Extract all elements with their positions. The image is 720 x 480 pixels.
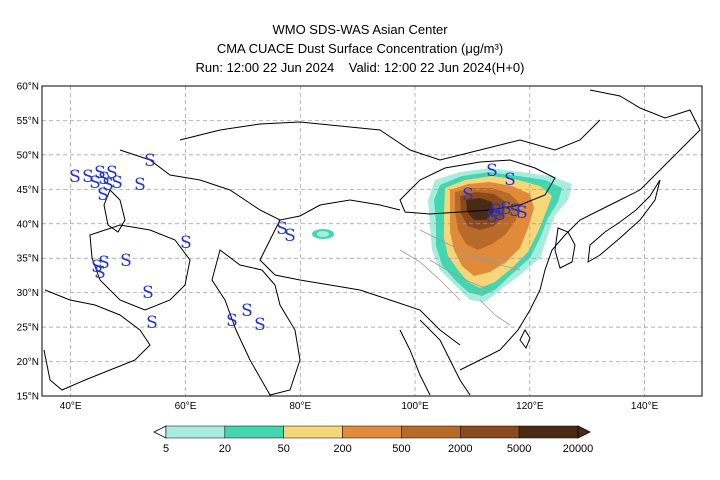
colorbar-level-label: 5 [163, 443, 169, 455]
dust-storm-symbol: S [82, 167, 94, 187]
dust-storm-symbol: S [276, 219, 288, 239]
border-iran [89, 224, 191, 311]
lon-tick-label: 100°E [401, 401, 429, 412]
dust-storm-symbol: S [94, 163, 106, 183]
map-subtitle: CMA CUACE Dust Surface Concentration (μg… [216, 41, 504, 56]
colorbar-level-label: 50 [278, 443, 290, 455]
dust-storm-symbol: S [102, 175, 114, 195]
valid-time: Valid: 12:00 22 Jun 2024(H+0) [348, 60, 525, 75]
border-china-interior [399, 229, 521, 326]
colorbar-arrow-right [577, 425, 591, 439]
coastline-taiwan [519, 328, 531, 350]
border-russia-south [179, 119, 601, 161]
colorbar-segment [518, 425, 579, 439]
colorbar-level-label: 5000 [507, 443, 531, 455]
dust-contour-5000 [466, 198, 494, 220]
colorbar-level-label: 2000 [448, 443, 472, 455]
coastline-east-asia [459, 89, 701, 371]
lat-tick-label: 40°N [17, 219, 39, 230]
dust-storm-symbol: S [144, 151, 156, 171]
colorbar-level-label: 200 [333, 443, 351, 455]
lat-tick-label: 45°N [17, 185, 39, 196]
dust-storm-symbol: S [284, 226, 296, 246]
colorbar-arrow-left [153, 425, 167, 439]
lat-tick-label: 60°N [17, 82, 39, 93]
lat-tick-label: 15°N [17, 392, 39, 403]
dust-storm-symbol: S [91, 257, 103, 277]
dust-storm-symbol: S [94, 263, 106, 283]
lon-tick-label: 40°E [60, 401, 82, 412]
map-title: WMO SDS-WAS Asian Center [272, 22, 448, 37]
colorbar-segment [224, 425, 284, 439]
lat-tick-label: 55°N [17, 116, 39, 127]
coastline-korea [554, 227, 576, 269]
colorbar-segment [342, 425, 402, 439]
latitude-labels: 15°N 20°N 25°N 30°N 35°N 40°N 45°N 50°N 55°N 60°N [17, 82, 39, 403]
dust-storm-symbol: S [180, 233, 192, 253]
dust-storm-symbol: S [69, 167, 81, 187]
dust-storm-symbol: S [111, 173, 123, 193]
dust-storm-symbol: S [254, 315, 266, 335]
dust-storm-symbol: S [120, 251, 132, 271]
run-time: Run: 12:00 22 Jun 2024 [195, 60, 335, 75]
dust-storm-symbol: S [146, 313, 158, 333]
dust-storm-symbol: S [490, 201, 502, 221]
border-southeast-asia [399, 319, 471, 396]
lat-tick-label: 35°N [17, 254, 39, 265]
colorbar-segment [460, 425, 520, 439]
dust-storm-symbol: S [98, 169, 110, 189]
coastline-japan [587, 179, 661, 263]
lat-tick-label: 25°N [17, 323, 39, 334]
border-central-asia [119, 149, 401, 221]
lon-tick-label: 60°E [175, 401, 197, 412]
map-frame [41, 85, 703, 397]
longitude-labels: 40°E 60°E 80°E 100°E 120°E 140°E [60, 401, 659, 412]
colorbar-segment [165, 425, 226, 439]
border-mongolia [399, 159, 556, 215]
dust-storm-symbol: S [494, 205, 506, 225]
lon-tick-label: 140°E [631, 401, 659, 412]
coastline-caspian [103, 189, 126, 233]
dust-storm-symbol: S [106, 163, 118, 183]
dust-storm-symbol: S [98, 253, 110, 273]
colorbar-segment [401, 425, 461, 439]
lat-tick-label: 20°N [17, 357, 39, 368]
dust-storm-symbol: S [516, 203, 528, 223]
dust-storm-symbol: S [97, 185, 109, 205]
lat-lon-grid [42, 86, 702, 396]
dust-storm-symbol: S [89, 173, 101, 193]
colorbar-level-label: 500 [392, 443, 410, 455]
coastline-arabia [43, 289, 151, 391]
colorbar-segment [283, 425, 343, 439]
dust-storm-symbol: S [241, 301, 253, 321]
dust-patch-tarim-outer [317, 231, 329, 237]
dust-storm-symbol: S [504, 170, 516, 190]
lon-tick-label: 120°E [516, 401, 544, 412]
country-borders [43, 89, 701, 396]
border-india [211, 249, 301, 396]
dust-storm-symbol: S [500, 199, 512, 219]
dust-storm-symbol: S [142, 283, 154, 303]
dust-storm-symbol: S [226, 311, 238, 331]
border-china-west [259, 219, 461, 346]
dust-storm-symbol: S [486, 161, 498, 181]
dust-concentration-field [312, 168, 572, 302]
colorbar-level-label: 20000 [563, 443, 594, 455]
lat-tick-label: 30°N [17, 288, 39, 299]
colorbar: 5 20 50 200 500 2000 5000 20000 [153, 425, 594, 455]
dust-storm-symbol: S [134, 175, 146, 195]
lat-tick-label: 50°N [17, 150, 39, 161]
dust-storm-symbol: S [462, 185, 474, 205]
lon-tick-label: 80°E [289, 401, 311, 412]
dust-storm-symbol: S [486, 207, 498, 227]
colorbar-level-label: 20 [219, 443, 231, 455]
run-valid-line: Run: 12:00 22 Jun 2024 Valid: 12:00 22 J… [0, 60, 720, 76]
dust-storm-symbol: S [509, 201, 521, 221]
